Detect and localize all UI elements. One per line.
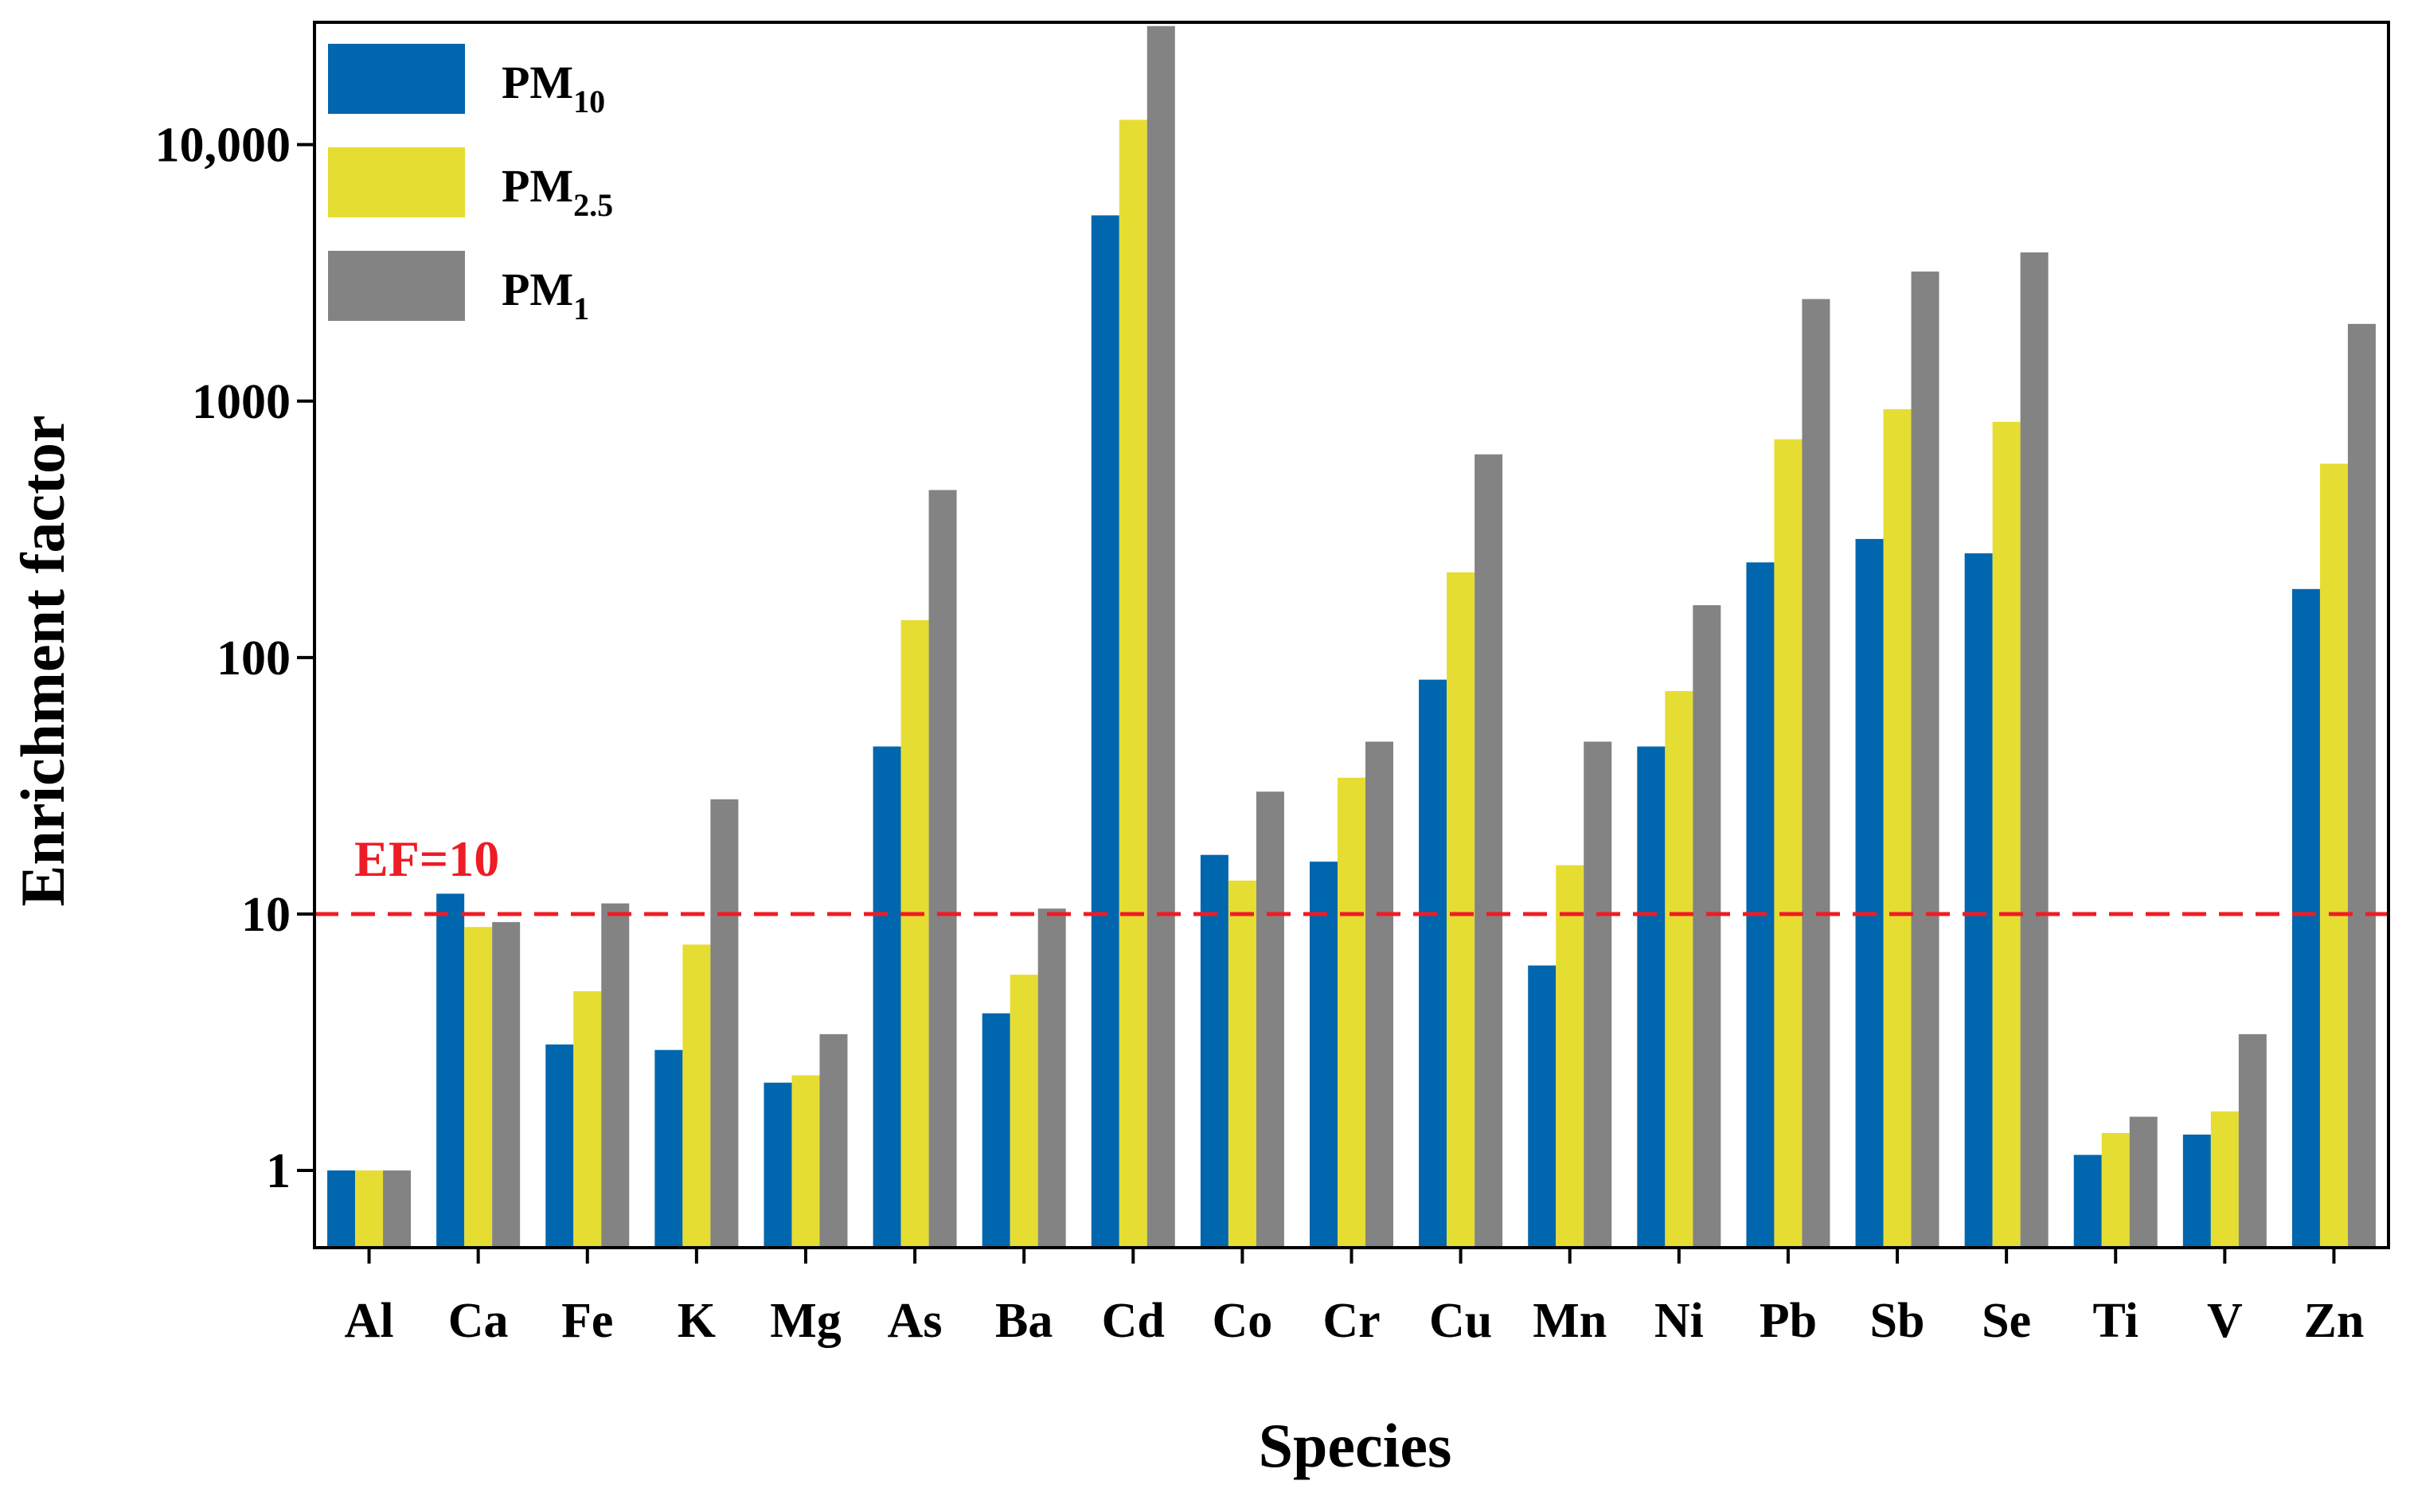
- x-tick-label-sb: Sb: [1870, 1294, 1925, 1348]
- bar-pm10-al: [327, 1170, 356, 1248]
- bar-pm10-fe: [545, 1044, 574, 1248]
- bar-pm1-as: [928, 490, 957, 1248]
- bar-pm1-zn: [2347, 323, 2376, 1248]
- bar-pm10-cd: [1091, 215, 1119, 1248]
- bar-pm10-ba: [982, 1013, 1010, 1248]
- bar-pm25-ti: [2101, 1132, 2130, 1248]
- bar-pm1-cr: [1365, 741, 1393, 1248]
- y-tick-label: 100: [217, 631, 291, 686]
- x-tick-label-al: Al: [345, 1294, 394, 1348]
- bar-pm1-mg: [819, 1033, 848, 1248]
- bar-pm1-pb: [1802, 299, 1830, 1248]
- legend-label-pm1: PM1: [502, 264, 589, 326]
- legend-swatch-pm1: [328, 251, 465, 321]
- y-tick-label: 10: [241, 888, 291, 942]
- bar-pm1-co: [1256, 791, 1284, 1248]
- x-axis-title: Species: [1259, 1411, 1452, 1480]
- bar-pm1-ba: [1037, 908, 1066, 1248]
- bar-pm1-ca: [492, 922, 521, 1248]
- bar-pm25-al: [355, 1170, 384, 1248]
- bar-pm1-cd: [1146, 25, 1175, 1248]
- x-tick-label-k: K: [678, 1294, 716, 1348]
- bar-pm10-sb: [1855, 538, 1884, 1248]
- bar-pm25-co: [1228, 880, 1256, 1248]
- x-tick-label-se: Se: [1982, 1294, 2031, 1348]
- bar-pm25-ca: [464, 927, 493, 1248]
- legend-swatch-pm25: [328, 147, 465, 217]
- bar-pm1-v: [2238, 1033, 2267, 1248]
- legend-label-pm25: PM2.5: [502, 160, 613, 223]
- x-tick-label-ba: Ba: [995, 1294, 1053, 1348]
- bar-pm25-zn: [2319, 463, 2348, 1248]
- bar-pm1-ni: [1693, 605, 1721, 1248]
- bar-pm25-v: [2210, 1111, 2239, 1248]
- x-tick-label-fe: Fe: [561, 1294, 613, 1348]
- x-tick-label-co: Co: [1213, 1294, 1273, 1348]
- bars-layer: [327, 25, 2376, 1248]
- bar-pm25-mn: [1556, 865, 1584, 1248]
- x-tick-label-v: V: [2207, 1294, 2243, 1348]
- x-tick-label-as: As: [888, 1294, 943, 1348]
- bar-pm25-ni: [1665, 690, 1693, 1248]
- bar-pm10-ca: [436, 893, 465, 1248]
- bar-pm25-se: [1992, 421, 2021, 1248]
- ef-10-label: EF=10: [354, 830, 499, 887]
- y-tick-label: 10,000: [155, 119, 291, 173]
- bar-pm25-k: [682, 944, 711, 1248]
- bar-pm25-sb: [1883, 408, 1912, 1248]
- bar-pm1-se: [2020, 252, 2049, 1248]
- bar-pm25-cr: [1338, 777, 1365, 1248]
- bar-pm25-cd: [1119, 119, 1147, 1248]
- bar-pm1-sb: [1911, 272, 1939, 1248]
- bar-pm10-cr: [1310, 861, 1338, 1248]
- bar-pm25-pb: [1774, 439, 1803, 1248]
- legend-swatch-pm10: [328, 44, 465, 114]
- x-tick-label-ni: Ni: [1654, 1294, 1704, 1348]
- bar-pm1-ti: [2129, 1116, 2158, 1248]
- x-tick-label-pb: Pb: [1760, 1294, 1817, 1348]
- axes-layer: 1 10 100 1000 10,000 Al Ca Fe K Mg As Ba Cd Co Cr Cu Mn N…: [155, 21, 2390, 1348]
- reference-line-layer: EF=10: [314, 830, 2389, 916]
- bar-pm1-cu: [1475, 454, 1503, 1248]
- bar-pm10-as: [873, 746, 901, 1248]
- bar-pm10-zn: [2291, 588, 2320, 1248]
- bar-pm25-fe: [573, 990, 602, 1248]
- y-tick-label: 1: [266, 1144, 291, 1198]
- bar-pm25-as: [900, 619, 929, 1248]
- x-tick-label-ca: Ca: [448, 1294, 509, 1348]
- bar-pm10-cu: [1419, 679, 1447, 1248]
- bar-pm10-v: [2182, 1134, 2211, 1248]
- bar-pm10-se: [1964, 553, 1993, 1248]
- bar-pm1-mn: [1584, 741, 1612, 1248]
- y-tick-label: 1000: [192, 375, 291, 429]
- bar-pm1-k: [710, 799, 739, 1248]
- bar-pm25-mg: [791, 1075, 820, 1248]
- bar-pm10-ti: [2073, 1155, 2102, 1248]
- legend: PM10 PM2.5 PM1: [328, 44, 613, 326]
- bar-pm10-ni: [1637, 746, 1666, 1248]
- x-tick-label-mn: Mn: [1533, 1294, 1607, 1348]
- bar-pm25-ba: [1010, 975, 1038, 1248]
- x-tick-label-cu: Cu: [1429, 1294, 1492, 1348]
- bar-pm1-fe: [601, 903, 630, 1248]
- x-tick-label-cr: Cr: [1322, 1294, 1380, 1348]
- bar-pm25-cu: [1447, 572, 1475, 1248]
- x-tick-label-cd: Cd: [1102, 1294, 1165, 1348]
- y-axis-title: Enrichment factor: [8, 415, 77, 906]
- bar-pm1-al: [383, 1170, 412, 1248]
- x-tick-label-mg: Mg: [770, 1294, 842, 1348]
- legend-label-pm10: PM10: [502, 57, 605, 119]
- x-tick-label-ti: Ti: [2093, 1294, 2139, 1348]
- x-tick-label-zn: Zn: [2304, 1294, 2365, 1348]
- bar-pm10-mg: [764, 1082, 792, 1248]
- bar-pm10-co: [1200, 854, 1228, 1248]
- bar-pm10-pb: [1746, 562, 1775, 1248]
- bar-pm10-k: [654, 1049, 683, 1248]
- bar-pm10-mn: [1528, 965, 1557, 1248]
